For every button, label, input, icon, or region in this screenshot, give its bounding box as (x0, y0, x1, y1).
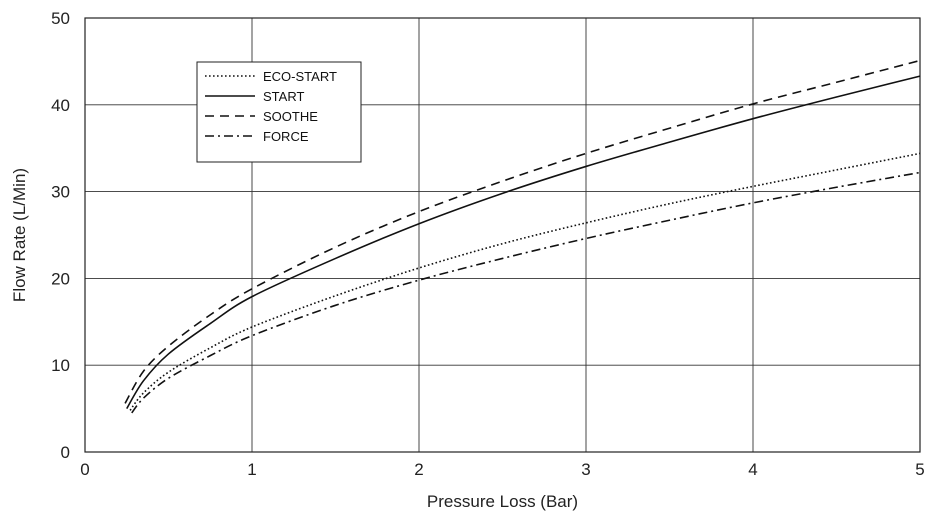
x-axis-label: Pressure Loss (Bar) (427, 492, 578, 511)
series-line-start (126, 75, 921, 410)
y-tick-label: 20 (51, 269, 70, 288)
legend-label-eco-start: ECO-START (263, 69, 337, 84)
x-tick-label: 3 (581, 460, 590, 479)
series-line-eco-start (129, 152, 921, 411)
series-line-force (131, 171, 921, 414)
x-tick-label: 5 (915, 460, 924, 479)
y-tick-label: 0 (61, 443, 70, 462)
y-tick-label: 10 (51, 356, 70, 375)
plot-frame (84, 17, 921, 453)
y-tick-label: 50 (51, 9, 70, 28)
legend: ECO-START START SOOTHE FORCE (196, 61, 362, 163)
x-tick-label: 0 (80, 460, 89, 479)
legend-label-force: FORCE (263, 129, 309, 144)
x-tick-label: 1 (247, 460, 256, 479)
x-tick-label: 4 (748, 460, 757, 479)
legend-label-start: START (263, 89, 304, 104)
legend-label-soothe: SOOTHE (263, 109, 318, 124)
x-tick-label: 2 (414, 460, 423, 479)
grid-lines (85, 18, 920, 452)
y-tick-label: 30 (51, 183, 70, 202)
y-tick-label: 40 (51, 96, 70, 115)
series-line-soothe (124, 59, 921, 404)
y-axis-label: Flow Rate (L/Min) (10, 168, 29, 302)
series-lines (124, 59, 921, 414)
legend-box (196, 61, 362, 163)
